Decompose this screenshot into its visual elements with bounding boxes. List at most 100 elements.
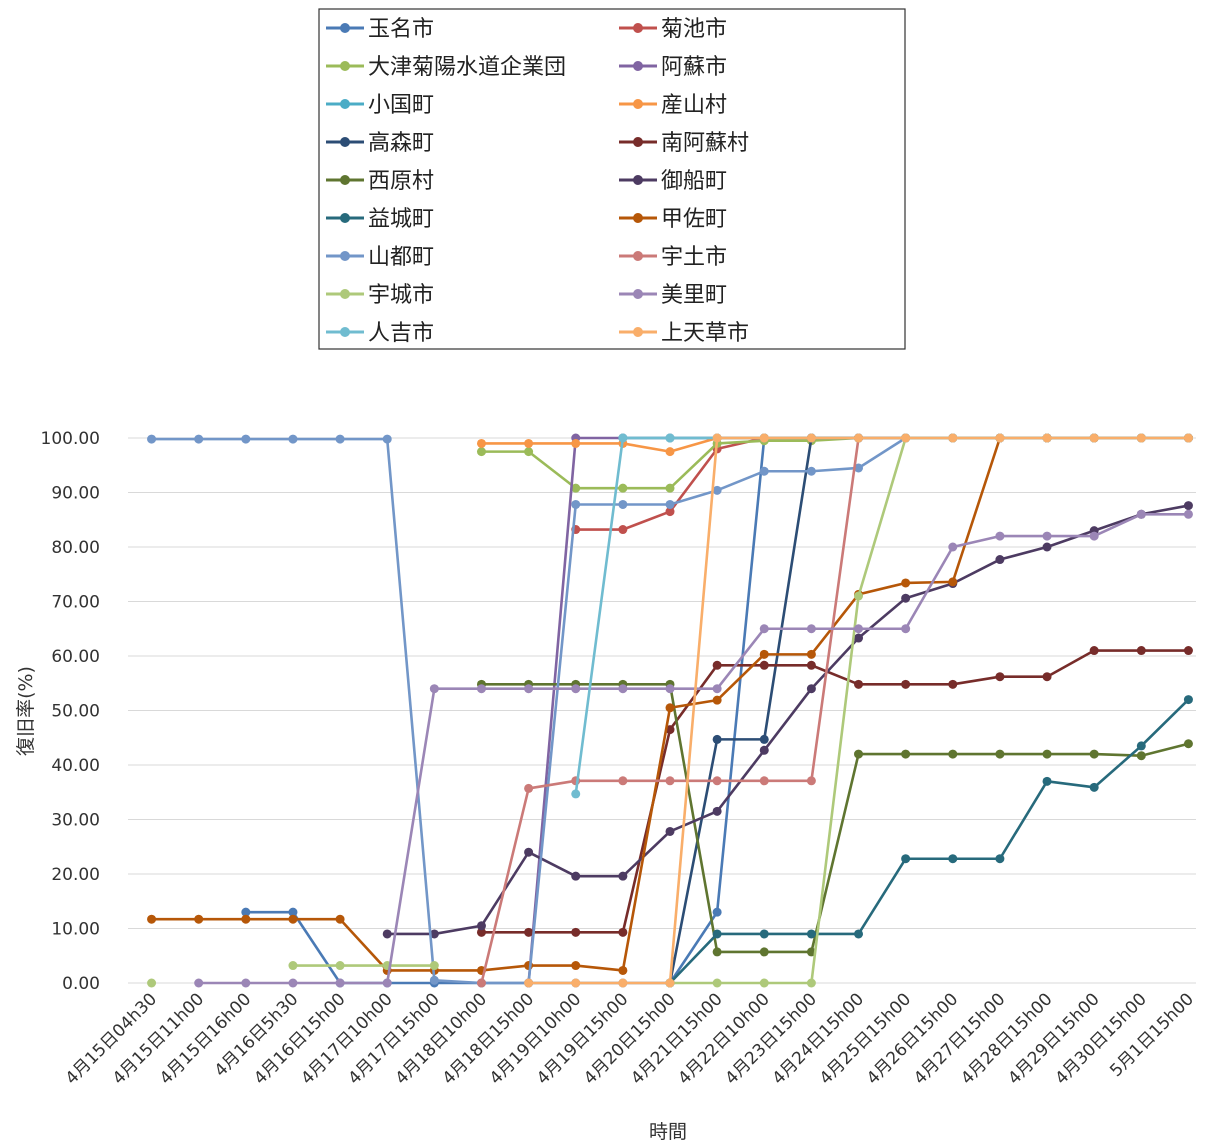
legend-item: 西原村 xyxy=(326,169,434,194)
data-point xyxy=(759,660,769,670)
data-point xyxy=(524,438,534,448)
data-point xyxy=(241,978,251,988)
y-tick-label: 80.00 xyxy=(51,538,100,558)
data-point xyxy=(571,927,581,937)
data-point xyxy=(241,907,251,917)
data-point xyxy=(429,684,439,694)
series-line xyxy=(387,504,1189,936)
series-18 xyxy=(524,433,1193,988)
data-point xyxy=(901,679,911,689)
data-point xyxy=(854,679,864,689)
legend-item: 小国町 xyxy=(326,93,434,118)
data-point xyxy=(806,776,816,786)
data-point xyxy=(382,434,392,444)
legend-label: 菊池市 xyxy=(661,17,727,42)
data-point xyxy=(806,624,816,634)
legend-marker xyxy=(340,23,350,33)
data-point xyxy=(618,776,628,786)
data-point xyxy=(1183,695,1193,705)
data-point xyxy=(759,947,769,957)
data-point xyxy=(995,854,1005,864)
y-tick-label: 10.00 xyxy=(51,920,100,940)
legend-item: 宇城市 xyxy=(326,283,434,308)
data-point xyxy=(948,854,958,864)
legend-label: 益城町 xyxy=(368,207,434,232)
data-point xyxy=(194,434,204,444)
legend-item: 南阿蘇村 xyxy=(619,131,749,156)
data-point xyxy=(665,776,675,786)
data-point xyxy=(712,907,722,917)
legend-marker xyxy=(633,137,643,147)
y-tick-label: 70.00 xyxy=(51,593,100,613)
series-line xyxy=(481,436,1189,490)
legend-item: 御船町 xyxy=(619,169,727,194)
data-point xyxy=(288,434,298,444)
data-point xyxy=(712,433,722,443)
legend-marker xyxy=(340,99,350,109)
data-point xyxy=(524,978,534,988)
data-point xyxy=(288,978,298,988)
y-tick-label: 30.00 xyxy=(51,811,100,831)
y-tick-label: 0.00 xyxy=(62,974,100,994)
data-point xyxy=(618,684,628,694)
x-tick-labels: 4月15日04h304月15日11h004月15日16h004月16日5h304… xyxy=(62,989,1198,1088)
data-point xyxy=(806,660,816,670)
data-point xyxy=(524,927,534,937)
data-point xyxy=(901,624,911,634)
data-point xyxy=(476,921,486,931)
data-point xyxy=(618,927,628,937)
data-point xyxy=(524,783,534,793)
data-point xyxy=(1042,433,1052,443)
legend-label: 上天草市 xyxy=(661,321,749,346)
data-point xyxy=(1136,509,1146,519)
data-point xyxy=(194,978,204,988)
legend-label: 甲佐町 xyxy=(661,207,727,232)
legend-marker xyxy=(340,137,350,147)
legend-item: 菊池市 xyxy=(619,17,727,42)
data-point xyxy=(712,695,722,705)
data-point xyxy=(1042,776,1052,786)
legend-item: 高森町 xyxy=(326,131,434,156)
data-point xyxy=(1183,646,1193,656)
gridlines xyxy=(128,437,1196,984)
data-point xyxy=(759,624,769,634)
data-point xyxy=(759,649,769,659)
data-point xyxy=(476,438,486,448)
legend-marker xyxy=(340,251,350,261)
data-point xyxy=(665,978,675,988)
legend-marker xyxy=(633,61,643,71)
data-point xyxy=(571,438,581,448)
data-point xyxy=(288,961,298,971)
data-point xyxy=(759,978,769,988)
data-point xyxy=(1183,509,1193,519)
data-point xyxy=(571,978,581,988)
legend-item: 玉名市 xyxy=(326,17,434,42)
data-point xyxy=(288,907,298,917)
legend-marker xyxy=(633,327,643,337)
data-point xyxy=(1136,646,1146,656)
legend-marker xyxy=(340,327,350,337)
data-point xyxy=(382,929,392,939)
data-point xyxy=(147,978,157,988)
data-point xyxy=(948,433,958,443)
data-point xyxy=(854,624,864,634)
data-point xyxy=(1136,433,1146,443)
data-point xyxy=(571,961,581,971)
data-point xyxy=(241,914,251,924)
data-point xyxy=(476,978,486,988)
data-point xyxy=(995,749,1005,759)
data-point xyxy=(712,660,722,670)
data-point xyxy=(1183,501,1193,511)
legend-label: 小国町 xyxy=(368,93,434,118)
legend-item: 宇土市 xyxy=(619,245,727,270)
data-point xyxy=(806,433,816,443)
data-point xyxy=(618,483,628,493)
legend-item: 山都町 xyxy=(326,245,434,270)
data-point xyxy=(1089,433,1099,443)
data-point xyxy=(759,745,769,755)
legend-marker xyxy=(340,175,350,185)
legend-item: 人吉市 xyxy=(326,321,434,346)
legend-label: 西原村 xyxy=(368,169,434,194)
legend-label: 宇城市 xyxy=(368,283,434,308)
